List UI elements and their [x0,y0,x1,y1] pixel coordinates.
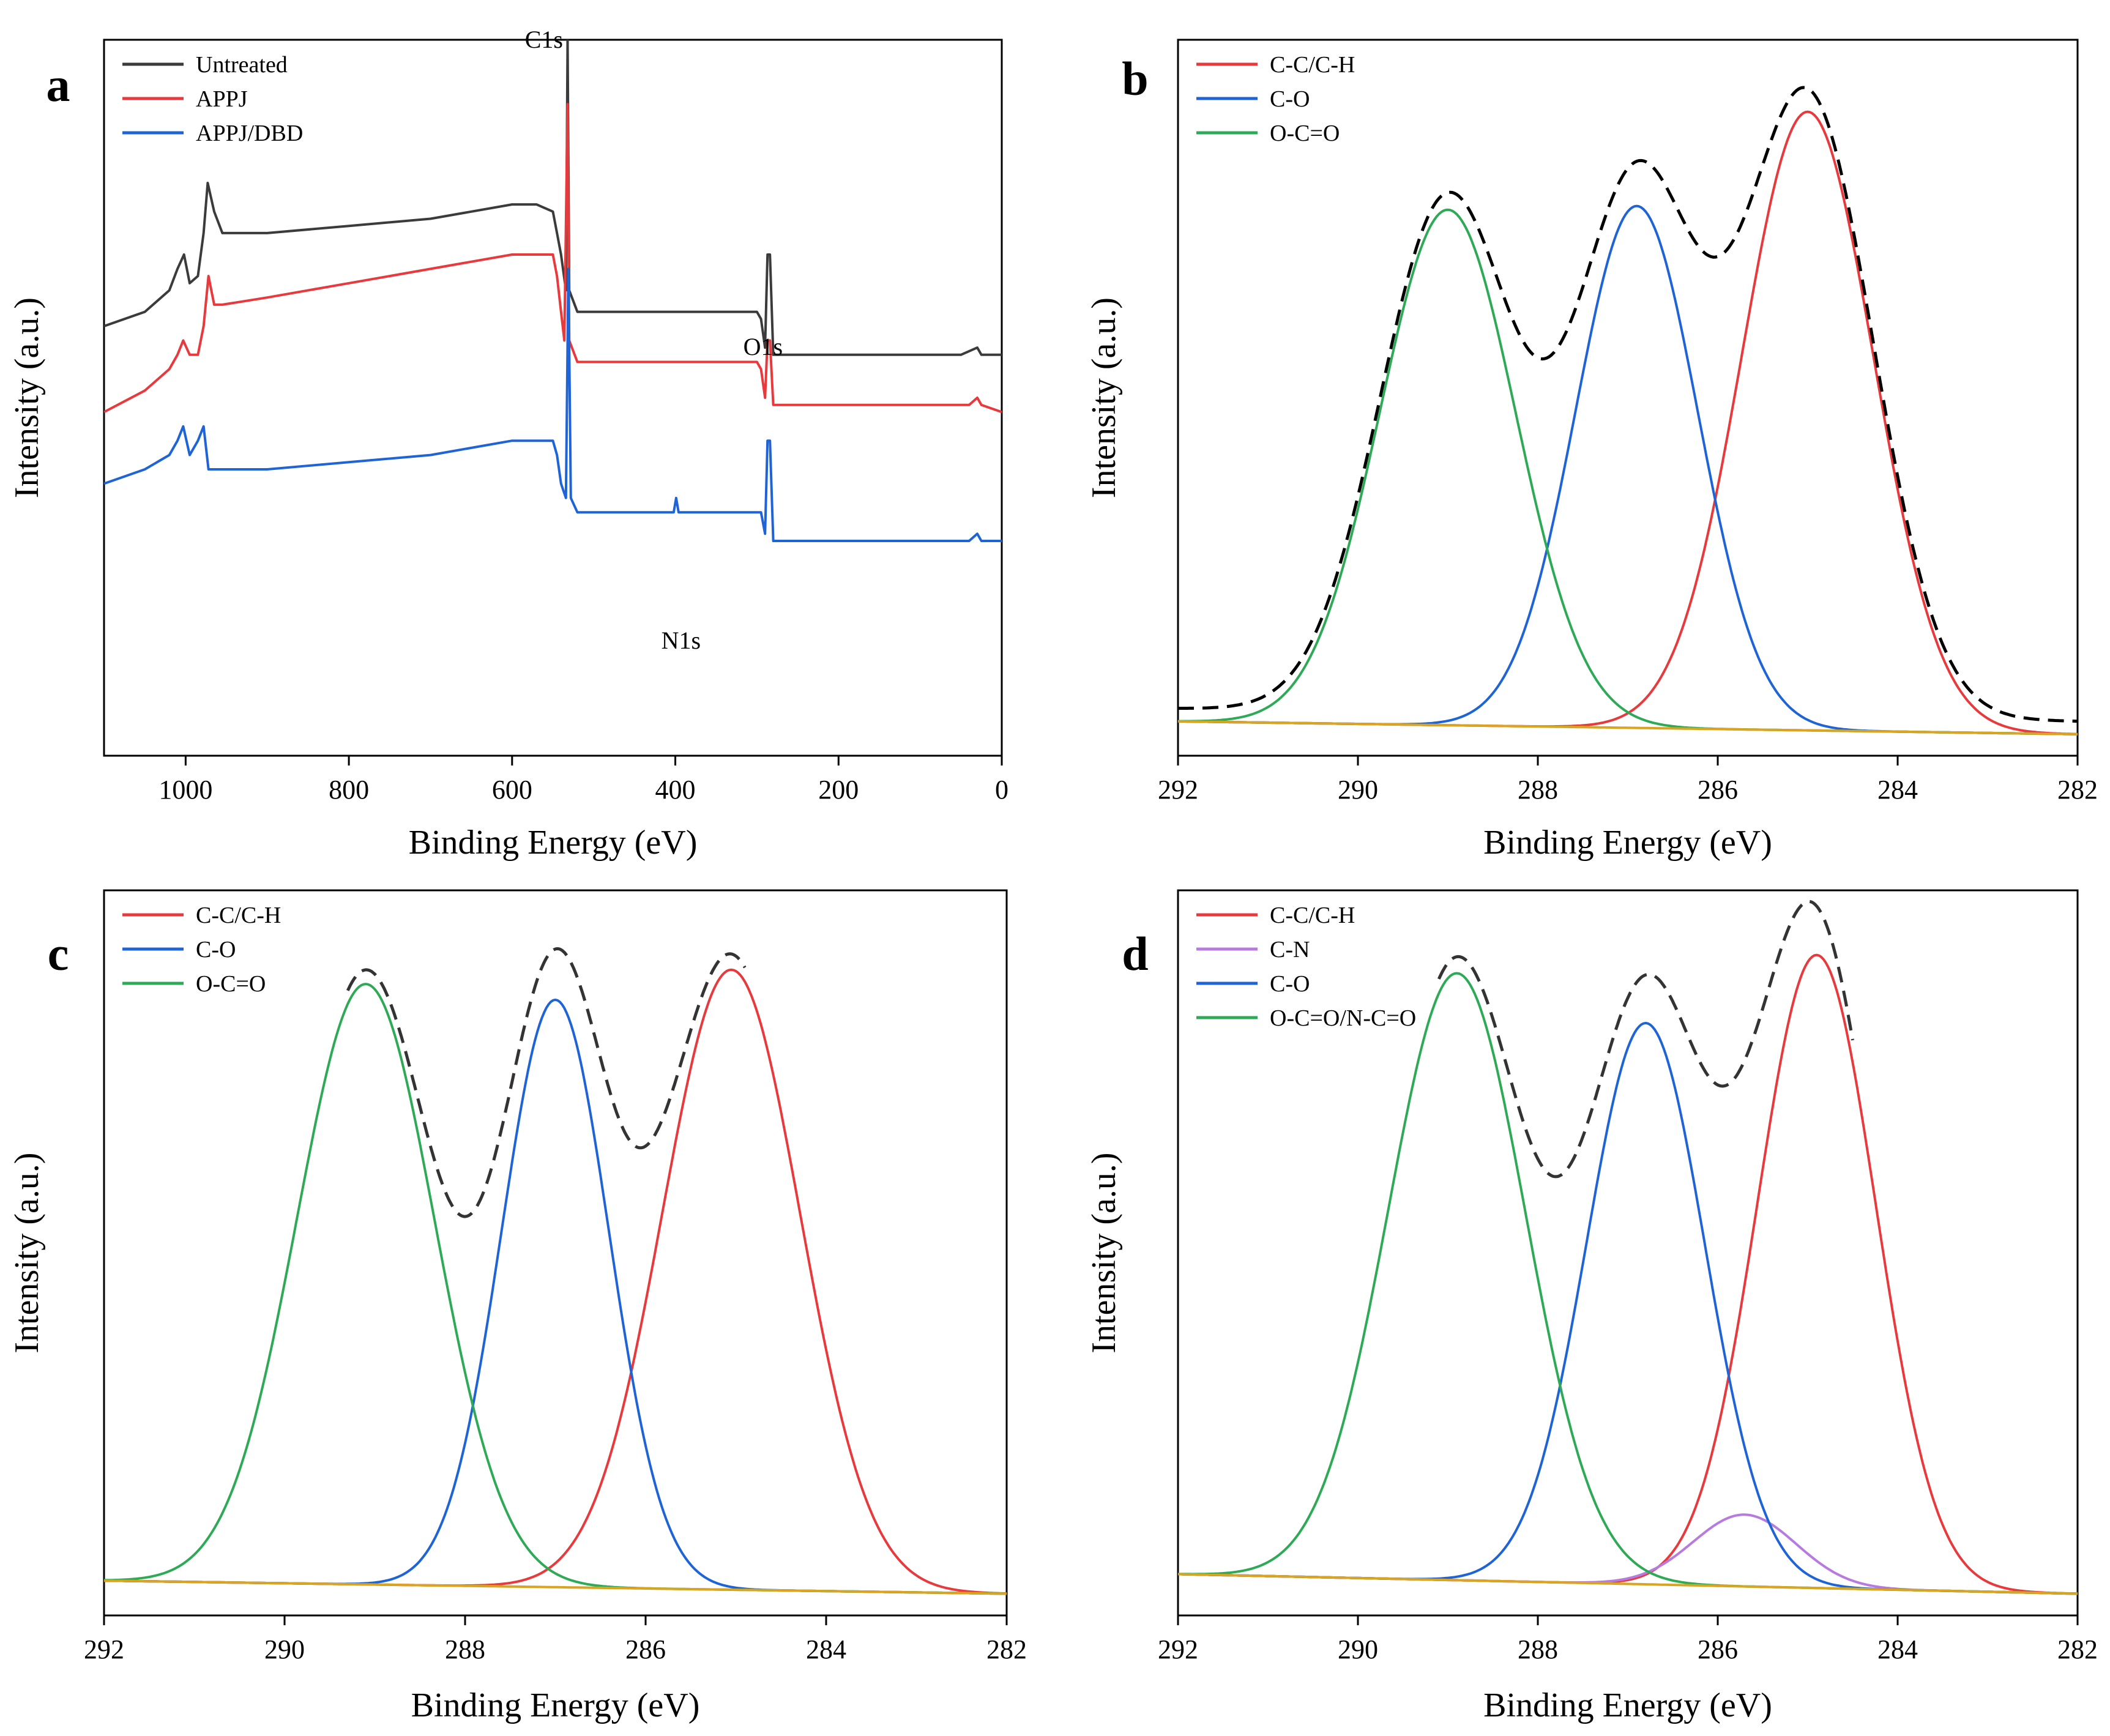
peak-component-c-o [104,998,1007,1595]
series-line-untreated [104,40,1002,356]
x-tick-label: 282 [986,1634,1027,1664]
panel-letter: a [47,58,70,111]
legend-label: C-C/C-H [1270,903,1355,928]
x-tick-label: 0 [995,775,1008,805]
series-line-appj [104,103,1002,414]
x-tick-label: 286 [1698,1634,1738,1664]
plot-area [1178,900,2078,1595]
legend: C-C/C-H C-O O-C=O [1196,52,1355,146]
x-tick-label: 290 [1338,775,1378,805]
legend-label: C-C/C-H [1270,52,1355,78]
x-tick-label: 800 [329,775,369,805]
fit-envelope [346,947,747,1218]
legend: C-C/C-H C-O O-C=O [122,903,281,997]
fit-envelope [1437,900,1854,1179]
peak-component-o-c-o-n-c-o [1178,972,2078,1595]
x-tick-label: 286 [1698,775,1738,805]
peak-component-o-c-o [104,983,1007,1595]
x-axis-label: Binding Energy (eV) [409,824,698,862]
baseline-line [104,1579,1007,1595]
legend-label: C-O [1270,86,1310,112]
chart-panel-b: 292 290 288 286 284 282 Binding Energy (eV) Int… [1085,39,2098,862]
legend-label: O-C=O [196,971,266,997]
legend: Untreated APPJ APPJ/DBD [122,52,303,146]
plot-frame [103,39,1003,757]
legend-label: C-O [196,937,236,963]
plot-frame [1177,39,2079,757]
y-axis-label: Intensity (a.u.) [8,297,46,498]
chart-panel-d: 292 290 288 286 284 282 Binding Energy (eV) Int… [1085,889,2098,1724]
legend-label: O-C=O [1270,121,1340,146]
plot-frame [103,889,1008,1617]
x-tick-label: 288 [1518,1634,1558,1664]
legend-label: C-C/C-H [196,903,281,928]
x-tick-label: 600 [492,775,532,805]
legend: C-C/C-H C-N C-O O-C=O/N-C=O [1196,903,1416,1031]
x-tick-label: 284 [1877,1634,1918,1664]
x-axis-label: Binding Energy (eV) [1483,824,1772,862]
x-tick-label: 292 [1158,1634,1198,1664]
legend-label: O-C=O/N-C=O [1270,1005,1416,1031]
y-axis-label: Intensity (a.u.) [8,1152,46,1353]
panel-letter: c [48,927,69,980]
x-tick-label: 400 [655,775,696,805]
plot-area [104,947,1007,1595]
y-axis-label: Intensity (a.u.) [1085,1152,1123,1353]
legend-label: C-O [1270,971,1310,997]
x-tick-label: 286 [625,1634,666,1664]
legend-label: APPJ [196,86,248,112]
series-line-appj-dbd [104,267,1002,542]
peak-annotation: N1s [662,627,701,654]
baseline-line [1178,1573,2078,1595]
legend-label: Untreated [196,52,288,78]
x-tick-label: 288 [1518,775,1558,805]
fit-envelope [1178,86,2078,723]
x-tick-label: 284 [1877,775,1918,805]
x-tick-label: 284 [806,1634,846,1664]
x-tick-label: 200 [818,775,859,805]
panel-letter: d [1122,927,1148,980]
x-tick-label: 290 [1338,1634,1378,1664]
peak-annotation: O1s [744,333,783,360]
plot-area [1178,86,2078,736]
chart-panel-a: 1000 800 600 400 200 0 Binding Energy (eV) Inte… [8,26,1008,862]
baseline-line [1178,720,2078,736]
panel-letter: b [1122,52,1148,105]
x-tick-label: 292 [84,1634,124,1664]
chart-panel-c: 292 290 288 286 284 282 Binding Energy (eV) Int… [8,889,1027,1724]
x-tick-label: 282 [2057,1634,2098,1664]
plot-area [104,40,1002,542]
y-axis-label: Intensity (a.u.) [1085,297,1123,498]
peak-component-c-c-c-h [104,968,1007,1595]
legend-label: C-N [1270,937,1310,963]
peak-annotation: C1s [525,26,563,53]
legend-label: APPJ/DBD [196,121,303,146]
plot-frame [1177,889,2079,1617]
x-tick-label: 282 [2057,775,2098,805]
x-tick-label: 290 [264,1634,305,1664]
x-tick-label: 288 [445,1634,485,1664]
x-tick-label: 1000 [158,775,212,805]
x-axis-label: Binding Energy (eV) [411,1686,700,1724]
x-tick-label: 292 [1158,775,1198,805]
x-axis-label: Binding Energy (eV) [1483,1686,1772,1724]
